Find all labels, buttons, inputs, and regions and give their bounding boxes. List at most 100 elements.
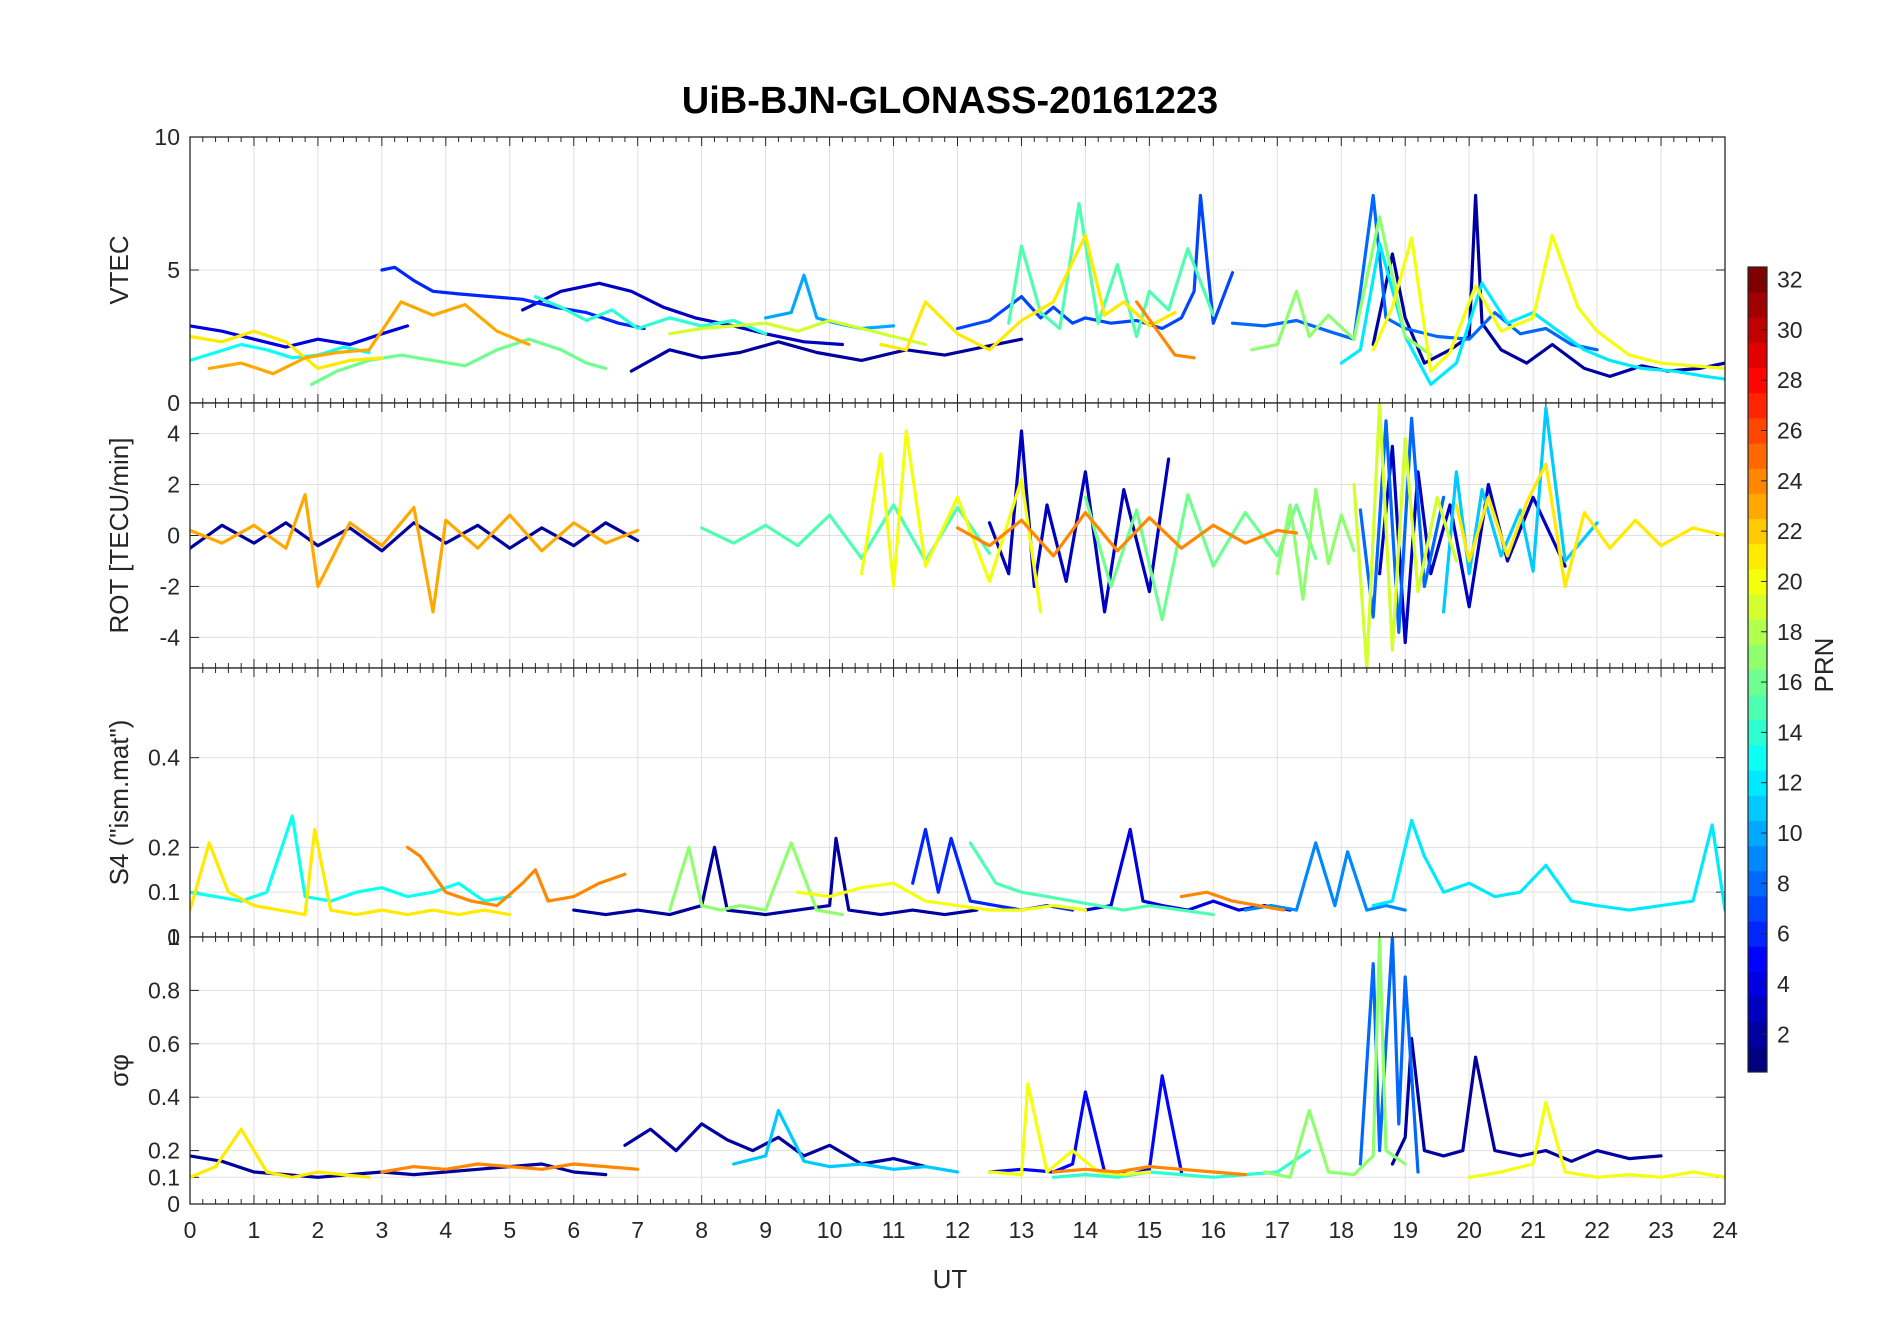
colorbar-tick-label: 16 — [1777, 669, 1803, 695]
chart-title: UiB-BJN-GLONASS-20161223 — [682, 80, 1218, 122]
colorbar-swatch — [1748, 1021, 1767, 1048]
series-line-prn-23 — [190, 493, 640, 614]
series-line-prn-16 — [309, 337, 608, 386]
colorbar-frame — [1747, 266, 1768, 1073]
colorbar-swatch — [1748, 417, 1767, 444]
colorbar-tick-label: 8 — [1777, 870, 1790, 896]
series-line-prn-5 — [987, 1074, 1183, 1177]
colorbar-swatch — [1748, 795, 1767, 821]
y-tick-label: 0.2 — [148, 1138, 180, 1164]
colorbar-tick-label: 28 — [1777, 367, 1803, 393]
colorbar-swatch — [1748, 971, 1767, 998]
colorbar-swatch — [1748, 719, 1767, 746]
series-line-prn-21 — [879, 233, 1177, 352]
x-tick-label: 17 — [1264, 1217, 1290, 1243]
colorbar-swatch — [1748, 317, 1767, 343]
series-line-prn-11 — [1442, 406, 1599, 614]
y-tick-label: -2 — [160, 573, 180, 599]
colorbar-swatch — [1748, 267, 1767, 293]
y-tick-label: 0 — [167, 390, 180, 416]
colorbar-swatch — [1748, 568, 1767, 595]
x-tick-label: 18 — [1328, 1217, 1354, 1243]
x-tick-label: 22 — [1584, 1217, 1610, 1243]
y-axis-label: ROT [TECU/min] — [104, 438, 134, 634]
series-line-prn-11 — [732, 1108, 960, 1174]
y-tick-label: 10 — [154, 124, 180, 150]
colorbar-swatch — [1748, 392, 1767, 419]
series-line-prn-20 — [796, 881, 1087, 912]
colorbar-swatch — [1748, 895, 1767, 922]
colorbar-swatch — [1748, 644, 1767, 670]
series-line-prn-8 — [1358, 416, 1446, 634]
series-line-prn-17 — [1275, 488, 1356, 601]
x-tick-label: 4 — [439, 1217, 452, 1243]
panel-rot: -4 -2 0 2 4 ROT [TECU/min] — [104, 402, 1726, 669]
colorbar-swatch — [1748, 594, 1767, 620]
series-line-prn-21 — [190, 827, 512, 917]
colorbar-tick-label: 14 — [1777, 719, 1803, 745]
series-line-prn-20 — [860, 429, 1043, 614]
colorbar-swatch — [1748, 518, 1767, 545]
colorbar-tick-label: 2 — [1777, 1021, 1790, 1047]
series-line-prn-7 — [955, 193, 1235, 331]
series-line-prn-24 — [955, 511, 1299, 558]
x-tick-label: 13 — [1009, 1217, 1035, 1243]
series-line-prn-21 — [190, 1127, 371, 1179]
x-tick-label: 9 — [759, 1217, 772, 1243]
series-line-prn-19 — [1352, 403, 1458, 668]
series-group — [190, 403, 1725, 668]
x-tick-label: 20 — [1456, 1217, 1482, 1243]
colorbar-tick-label: 26 — [1777, 418, 1803, 444]
y-tick-label: 2 — [167, 472, 180, 498]
x-tick-label: 1 — [248, 1217, 261, 1243]
colorbar-tick-label: 24 — [1777, 468, 1803, 494]
colorbar-tick-label: 6 — [1777, 921, 1790, 947]
colorbar-tick-label: 30 — [1777, 317, 1803, 343]
x-tick-label: 7 — [631, 1217, 644, 1243]
y-tick-label: 0 — [167, 924, 180, 950]
colorbar-tick-label: 4 — [1777, 971, 1790, 997]
x-tick-label: 2 — [312, 1217, 325, 1243]
y-tick-label: 0 — [167, 1191, 180, 1217]
series-line-prn-24 — [380, 1162, 640, 1174]
y-tick-label: 0.8 — [148, 977, 180, 1003]
y-axis-label: σφ — [104, 1054, 134, 1087]
colorbar-swatch — [1748, 946, 1767, 972]
series-line-prn-8 — [1358, 937, 1420, 1174]
y-tick-label: 0.2 — [148, 834, 180, 860]
x-tick-label: 10 — [817, 1217, 843, 1243]
x-tick-label: 14 — [1073, 1217, 1099, 1243]
x-tick-label: 15 — [1137, 1217, 1163, 1243]
colorbar-swatch — [1748, 367, 1767, 394]
x-tick-label: 11 — [882, 1217, 906, 1243]
series-line-prn-14 — [533, 295, 768, 336]
colorbar-swatch — [1748, 1046, 1767, 1073]
colorbar-swatch — [1748, 468, 1767, 494]
x-tick-label: 21 — [1520, 1217, 1546, 1243]
colorbar-swatch — [1748, 921, 1767, 947]
y-tick-label: 0.1 — [148, 879, 180, 905]
colorbar-swatch — [1748, 770, 1767, 796]
colorbar-swatch — [1748, 669, 1767, 696]
y-tick-label: 5 — [167, 257, 180, 283]
series-line-prn-24 — [1051, 1165, 1247, 1177]
colorbar-tick-label: 12 — [1777, 770, 1803, 796]
colorbar-tick-label: 18 — [1777, 619, 1803, 645]
colorbar-swatch — [1748, 870, 1767, 897]
series-line-prn-21 — [190, 329, 384, 370]
y-axis-label: S4 ("ism.mat") — [104, 720, 134, 886]
x-tick-label: 6 — [567, 1217, 580, 1243]
axes-frame — [189, 936, 1726, 1205]
colorbar-swatch — [1748, 820, 1767, 847]
series-line-prn-12 — [1339, 241, 1725, 386]
series-line-prn-24 — [1135, 300, 1196, 360]
series-line-prn-19 — [668, 318, 928, 347]
series-line-prn-24 — [1179, 890, 1286, 912]
series-line-prn-4 — [190, 324, 410, 349]
colorbar-swatch — [1748, 292, 1767, 318]
series-line-prn-9 — [1243, 841, 1407, 912]
